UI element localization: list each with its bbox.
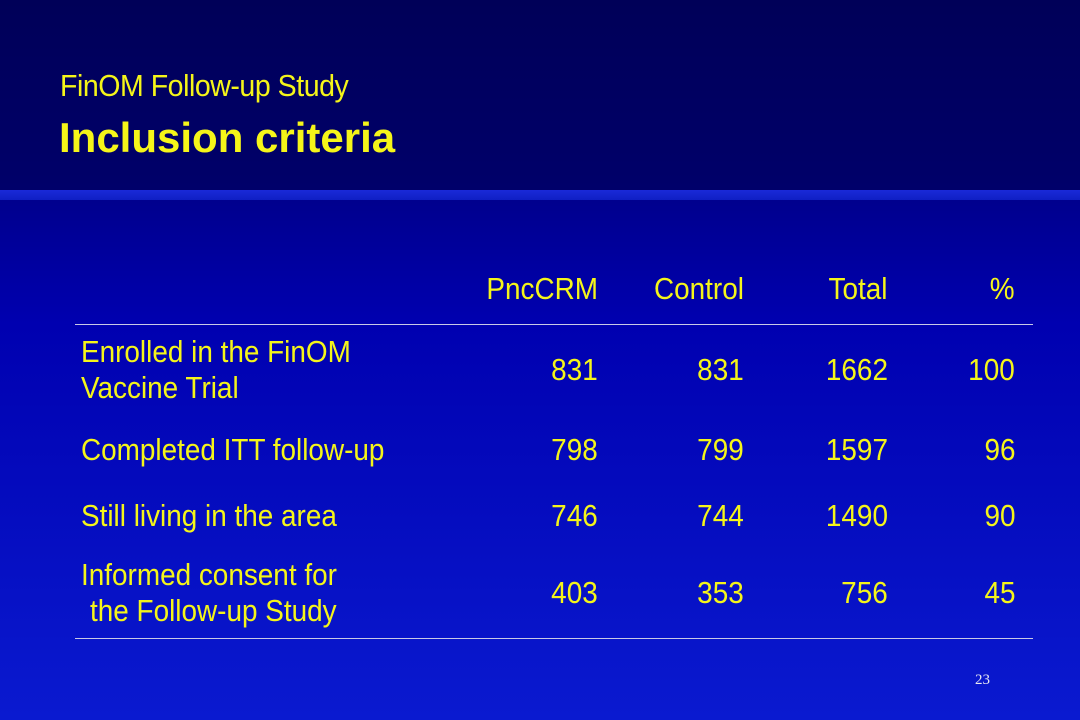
table-header-row: PncCRM Control Total % [75, 262, 1033, 325]
table-row: Informed consent for the Follow-up Study… [75, 548, 1033, 639]
inclusion-criteria-table: PncCRM Control Total % Enrolled in the F… [75, 262, 1033, 639]
table-row: Still living in the area 746 744 1490 90 [75, 484, 1033, 548]
cell-control: 831 [697, 352, 744, 388]
header-control: Control [597, 262, 744, 325]
cell-pnccrm: 403 [460, 548, 598, 639]
cell-pnccrm: 831 [551, 352, 598, 388]
cell-total: 1597 [825, 432, 888, 467]
header-divider [0, 190, 1080, 200]
header-band [0, 0, 1080, 190]
row-label: Enrolled in the FinOM Vaccine Trial [81, 334, 351, 406]
header-total: Total [743, 262, 888, 325]
cell-total: 756 [743, 548, 888, 639]
table-row: Enrolled in the FinOM Vaccine Trial 831 … [75, 324, 1033, 416]
cell-percent: 100 [968, 352, 1015, 388]
row-label: Informed consent for the Follow-up Study [75, 548, 460, 639]
slide-subtitle: FinOM Follow-up Study [60, 68, 349, 103]
cell-pnccrm: 798 [551, 432, 598, 467]
row-label: Completed ITT follow-up [81, 432, 385, 467]
header-pnccrm: PncCRM [460, 262, 598, 325]
cell-control: 353 [597, 548, 744, 639]
cell-percent: 96 [983, 432, 1015, 467]
cell-pnccrm: 746 [551, 498, 598, 533]
header-label-cell [75, 262, 460, 325]
row-label: Still living in the area [81, 498, 337, 533]
cell-control: 799 [697, 432, 744, 467]
cell-percent: 45 [887, 548, 1033, 639]
table-row: Completed ITT follow-up 798 799 1597 96 [75, 416, 1033, 484]
cell-percent: 90 [983, 498, 1015, 533]
header-percent: % [887, 262, 1033, 325]
cell-total: 1662 [825, 352, 888, 388]
slide-title: Inclusion criteria [59, 114, 396, 161]
cell-total: 1490 [825, 498, 888, 533]
cell-control: 744 [697, 498, 744, 533]
page-number: 23 [975, 672, 990, 688]
